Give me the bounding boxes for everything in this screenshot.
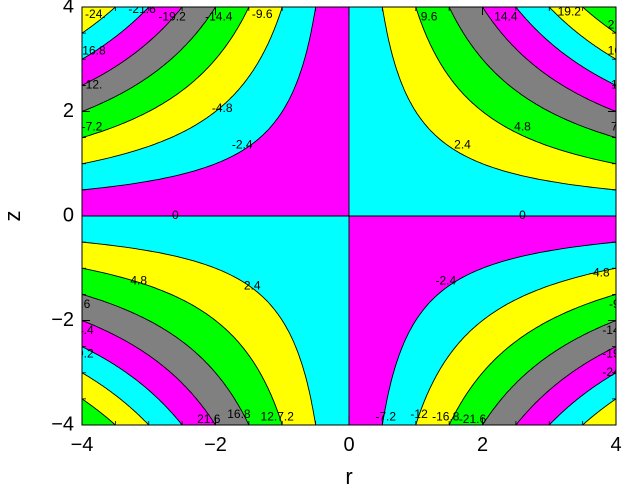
y-tick-label: −4 bbox=[51, 413, 74, 435]
contour-line bbox=[381, 7, 616, 191]
y-axis-label: z bbox=[0, 211, 25, 222]
contour-line bbox=[82, 7, 250, 139]
contour-line bbox=[82, 7, 117, 34]
contour-label: -16.8 bbox=[432, 409, 460, 423]
contour-line bbox=[82, 7, 150, 60]
contour-label: -24. bbox=[85, 7, 106, 21]
contour-label: 16.8 bbox=[227, 407, 251, 421]
contour-line bbox=[448, 7, 616, 139]
y-tick-label: 0 bbox=[63, 204, 74, 226]
contour-label: -4.8 bbox=[212, 101, 233, 115]
contour-label: 2.4 bbox=[244, 279, 261, 293]
contour-label: -19.2 bbox=[602, 347, 629, 361]
contour-label: 19.2 bbox=[558, 4, 582, 18]
contour-label: 7.2 bbox=[277, 409, 294, 423]
contour-label: -4.8 bbox=[589, 266, 610, 280]
contour-line bbox=[548, 7, 616, 60]
contour-line bbox=[82, 241, 317, 425]
x-axis-label: r bbox=[345, 464, 352, 488]
y-axis-ticks: −4 −2 0 2 4 bbox=[51, 0, 616, 435]
contour-line bbox=[82, 293, 250, 425]
contour-bands bbox=[82, 0, 629, 425]
contour-label: 19.2 bbox=[70, 347, 94, 361]
contour-label: 16.8 bbox=[608, 44, 629, 58]
contour-label: -19.2 bbox=[158, 10, 186, 24]
contour-label: -9.6 bbox=[252, 7, 273, 21]
contour-label: -21.6 bbox=[459, 412, 487, 426]
contour-line bbox=[619, 0, 629, 4]
contour-label: 12. bbox=[611, 78, 628, 92]
contour-label: 12. bbox=[261, 409, 278, 423]
contour-line bbox=[82, 7, 283, 165]
contour-line bbox=[515, 7, 616, 86]
contour-label: 14.4 bbox=[494, 10, 518, 24]
contour-line bbox=[82, 7, 217, 112]
contour-label: 4.8 bbox=[514, 119, 531, 133]
x-tick-label: 0 bbox=[343, 434, 354, 456]
contour-label: -14.4 bbox=[602, 323, 629, 337]
contour-label: -2.4 bbox=[435, 273, 456, 287]
contour-label-group: -24. -21.6-19.2 -14.4 -9.6-16.8-12.-7.2-4.8… bbox=[70, 2, 629, 426]
contour-line bbox=[82, 320, 217, 425]
contour-line bbox=[515, 346, 616, 425]
plot-area: -24. -21.6-19.2 -14.4 -9.6-16.8-12.-7.2-4.8… bbox=[70, 0, 629, 426]
contour-line bbox=[548, 372, 616, 425]
y-tick-label: 4 bbox=[63, 0, 74, 17]
contour-label: 4.8 bbox=[130, 273, 147, 287]
contour-label: -9.6 bbox=[609, 297, 629, 311]
contour-line bbox=[415, 7, 616, 165]
contour-label: 2.4 bbox=[454, 138, 471, 152]
contour-line bbox=[481, 320, 616, 425]
contour-line bbox=[82, 7, 183, 86]
y-tick-label: 2 bbox=[63, 100, 74, 122]
contour-label: -21.6 bbox=[128, 2, 156, 16]
contour-line bbox=[581, 7, 616, 34]
x-tick-label: 2 bbox=[477, 434, 488, 456]
contour-line bbox=[381, 241, 616, 425]
contour-label: 0 bbox=[172, 208, 179, 222]
contour-line bbox=[82, 346, 183, 425]
contour-line bbox=[481, 7, 616, 112]
contour-line bbox=[581, 398, 616, 425]
contour-line bbox=[619, 0, 629, 4]
x-tick-label: −2 bbox=[204, 434, 227, 456]
contour-label: -14.4 bbox=[205, 10, 233, 24]
contour-label: -7.2 bbox=[375, 409, 396, 423]
x-tick-label: 4 bbox=[610, 434, 621, 456]
contour-label: 9.6 bbox=[421, 10, 438, 24]
contour-line bbox=[415, 267, 616, 425]
contour-label: -7.2 bbox=[82, 119, 103, 133]
contour-label: 7.2 bbox=[611, 119, 628, 133]
contour-line bbox=[82, 372, 150, 425]
contour-label: 21.6 bbox=[197, 412, 221, 426]
contour-label: -16.8 bbox=[78, 44, 106, 58]
x-axis-ticks: −4 −2 0 2 4 bbox=[71, 7, 622, 456]
contour-label: -12. bbox=[82, 78, 103, 92]
contour-label: -24. bbox=[602, 365, 623, 379]
x-tick-label: −4 bbox=[71, 434, 94, 456]
contour-line bbox=[448, 293, 616, 425]
contour-label: -2.4 bbox=[232, 138, 253, 152]
contour-label: 9.6 bbox=[74, 297, 91, 311]
contour-label: 0 bbox=[519, 208, 526, 222]
contour-line bbox=[82, 267, 283, 425]
contour-lines bbox=[82, 0, 629, 425]
contour-band bbox=[619, 0, 629, 4]
contour-label: 14.4 bbox=[70, 323, 94, 337]
contour-label: 21.6 bbox=[608, 17, 629, 31]
contour-label: -12 bbox=[410, 407, 428, 421]
y-tick-label: −2 bbox=[51, 309, 74, 331]
contour-line bbox=[82, 7, 317, 191]
contour-line bbox=[82, 398, 117, 425]
